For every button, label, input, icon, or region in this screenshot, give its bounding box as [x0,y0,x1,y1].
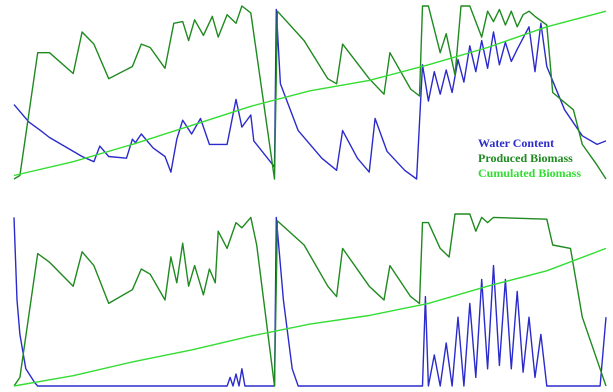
chart-panel-1 [13,5,607,180]
legend: Water Content Produced Biomass Cumulated… [478,136,608,181]
panel-2-series-cumulated-biomass [13,247,607,387]
chart-panel-2 [13,213,607,387]
legend-item-water-content: Water Content [478,136,555,150]
panel-1-series-water-content [13,8,607,180]
legend-item-cumulated-biomass: Cumulated Biomass [478,166,582,180]
panel-1-series-cumulated-biomass [13,10,607,177]
panel-2-series-produced-biomass [13,213,607,387]
panel-1-series-produced-biomass [13,5,607,180]
legend-item-produced-biomass: Produced Biomass [478,151,573,165]
panel-2-series-water-content [13,216,607,387]
